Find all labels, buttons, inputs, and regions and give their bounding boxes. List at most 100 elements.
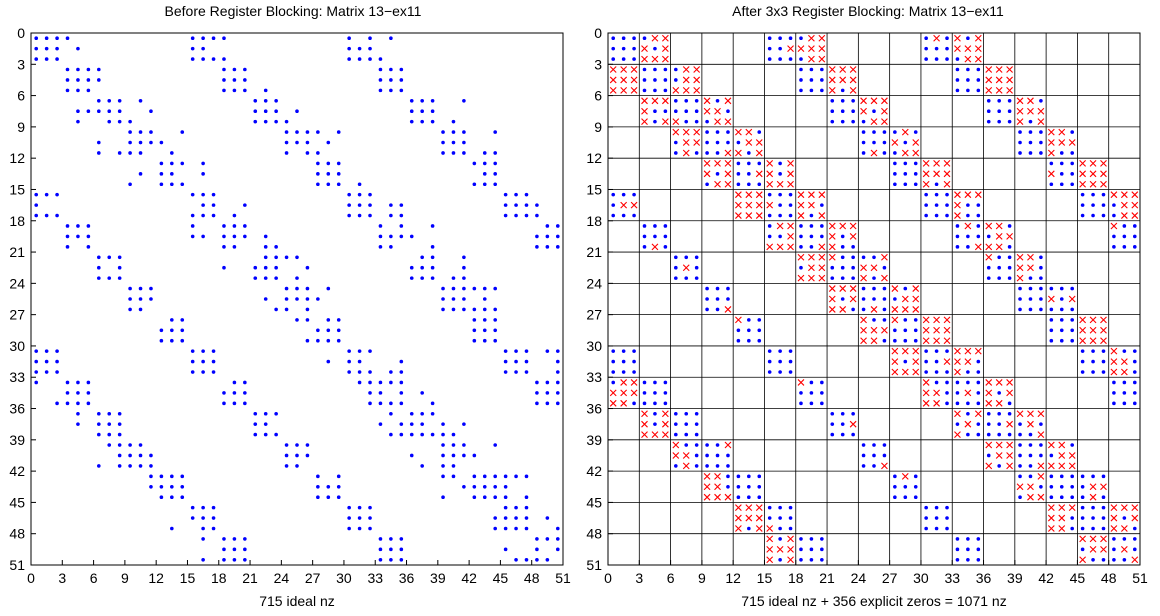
right-explicit-zero-point (1047, 441, 1055, 449)
right-explicit-zero-point (860, 316, 867, 324)
left-y-tick-label: 51 (9, 557, 25, 573)
right-nonzero-point (1039, 443, 1043, 447)
right-explicit-zero-point (808, 55, 815, 63)
right-explicit-zero-point (755, 191, 763, 199)
right-nonzero-point (1028, 276, 1033, 280)
right-nonzero-point (1091, 349, 1095, 353)
right-explicit-zero-point (1100, 545, 1107, 553)
left-nonzero-point (535, 203, 539, 207)
right-explicit-zero-point (630, 66, 638, 73)
right-nonzero-point (788, 349, 793, 353)
right-nonzero-point (1059, 484, 1064, 489)
right-nonzero-point (799, 557, 803, 562)
right-axes-frame (607, 32, 1141, 566)
right-nonzero-point (966, 88, 970, 93)
right-nonzero-point (830, 422, 835, 426)
right-nonzero-point (1070, 286, 1074, 291)
right-explicit-zero-point (974, 410, 982, 418)
right-nonzero-point (1070, 172, 1074, 176)
right-nonzero-point (861, 140, 866, 145)
right-nonzero-point (674, 255, 678, 260)
left-y-tick-label: 21 (9, 244, 25, 260)
right-nonzero-point (1039, 297, 1043, 301)
right-explicit-zero-point (964, 420, 972, 428)
left-nonzero-point (555, 537, 560, 541)
right-explicit-zero-point (693, 139, 701, 146)
left-nonzero-point (555, 380, 560, 385)
right-nonzero-point (955, 67, 960, 72)
left-nonzero-point (451, 432, 456, 437)
left-nonzero-point (378, 78, 383, 82)
left-nonzero-point (222, 391, 226, 395)
left-nonzero-point (482, 151, 487, 155)
left-nonzero-point (357, 380, 362, 385)
right-nonzero-point (778, 370, 782, 374)
left-nonzero-point (451, 453, 456, 458)
right-explicit-zero-point (954, 347, 961, 355)
left-x-tick-label: 0 (27, 570, 35, 586)
right-explicit-zero-point (797, 379, 805, 386)
right-y-tick-label: 21 (586, 244, 602, 260)
left-nonzero-point (493, 443, 497, 447)
left-nonzero-point (76, 401, 80, 406)
right-nonzero-point (799, 245, 803, 249)
right-nonzero-point (1112, 213, 1116, 218)
left-nonzero-point (420, 464, 424, 468)
right-nonzero-point (1070, 130, 1074, 134)
right-explicit-zero-point (1110, 358, 1118, 365)
right-nonzero-point (913, 172, 918, 176)
left-nonzero-point (451, 443, 456, 447)
right-x-tick-label: 51 (1132, 570, 1148, 586)
left-nonzero-point (545, 516, 550, 520)
left-nonzero-point (222, 265, 226, 270)
right-explicit-zero-point (828, 76, 836, 84)
left-nonzero-point (97, 432, 101, 437)
left-nonzero-point (76, 109, 80, 114)
right-nonzero-point (778, 57, 782, 61)
right-explicit-zero-point (1006, 66, 1013, 73)
left-nonzero-point (482, 161, 487, 166)
right-nonzero-point (1039, 130, 1043, 134)
right-explicit-zero-point (1058, 525, 1066, 532)
right-explicit-zero-point (1100, 483, 1107, 491)
left-nonzero-point (493, 307, 497, 312)
right-nonzero-point (715, 140, 720, 145)
left-nonzero-point (451, 119, 456, 124)
right-explicit-zero-point (745, 139, 753, 146)
left-nonzero-point (441, 495, 445, 499)
right-nonzero-point (986, 453, 991, 458)
left-nonzero-point (472, 453, 477, 458)
right-explicit-zero-point (787, 160, 794, 167)
left-nonzero-point (284, 151, 289, 155)
left-nonzero-point (472, 495, 477, 499)
left-nonzero-point (472, 161, 477, 166)
left-nonzero-point (295, 255, 299, 260)
right-explicit-zero-point (724, 160, 732, 167)
right-nonzero-point (840, 422, 845, 426)
right-explicit-zero-point (714, 180, 721, 188)
right-nonzero-point (799, 391, 803, 395)
right-nonzero-point (653, 78, 657, 82)
left-nonzero-point (347, 46, 351, 51)
right-nonzero-point (1028, 474, 1033, 479)
left-nonzero-point (389, 557, 393, 562)
right-nonzero-point (642, 245, 647, 249)
left-nonzero-point (336, 161, 341, 166)
right-explicit-zero-point (818, 212, 826, 219)
left-nonzero-point (514, 505, 518, 510)
right-nonzero-point (820, 67, 824, 72)
right-nonzero-point (840, 245, 845, 249)
left-nonzero-point (430, 119, 435, 124)
right-nonzero-point (809, 547, 814, 552)
right-explicit-zero-point (609, 66, 617, 73)
right-nonzero-point (1091, 557, 1095, 562)
right-nonzero-point (705, 443, 709, 447)
right-nonzero-point (1080, 370, 1085, 374)
right-nonzero-point (788, 359, 793, 364)
right-nonzero-point (778, 505, 782, 510)
right-nonzero-point (809, 67, 814, 72)
left-nonzero-point (336, 495, 341, 499)
right-nonzero-point (736, 140, 741, 145)
right-nonzero-point (778, 349, 782, 353)
left-nonzero-point (368, 401, 372, 406)
